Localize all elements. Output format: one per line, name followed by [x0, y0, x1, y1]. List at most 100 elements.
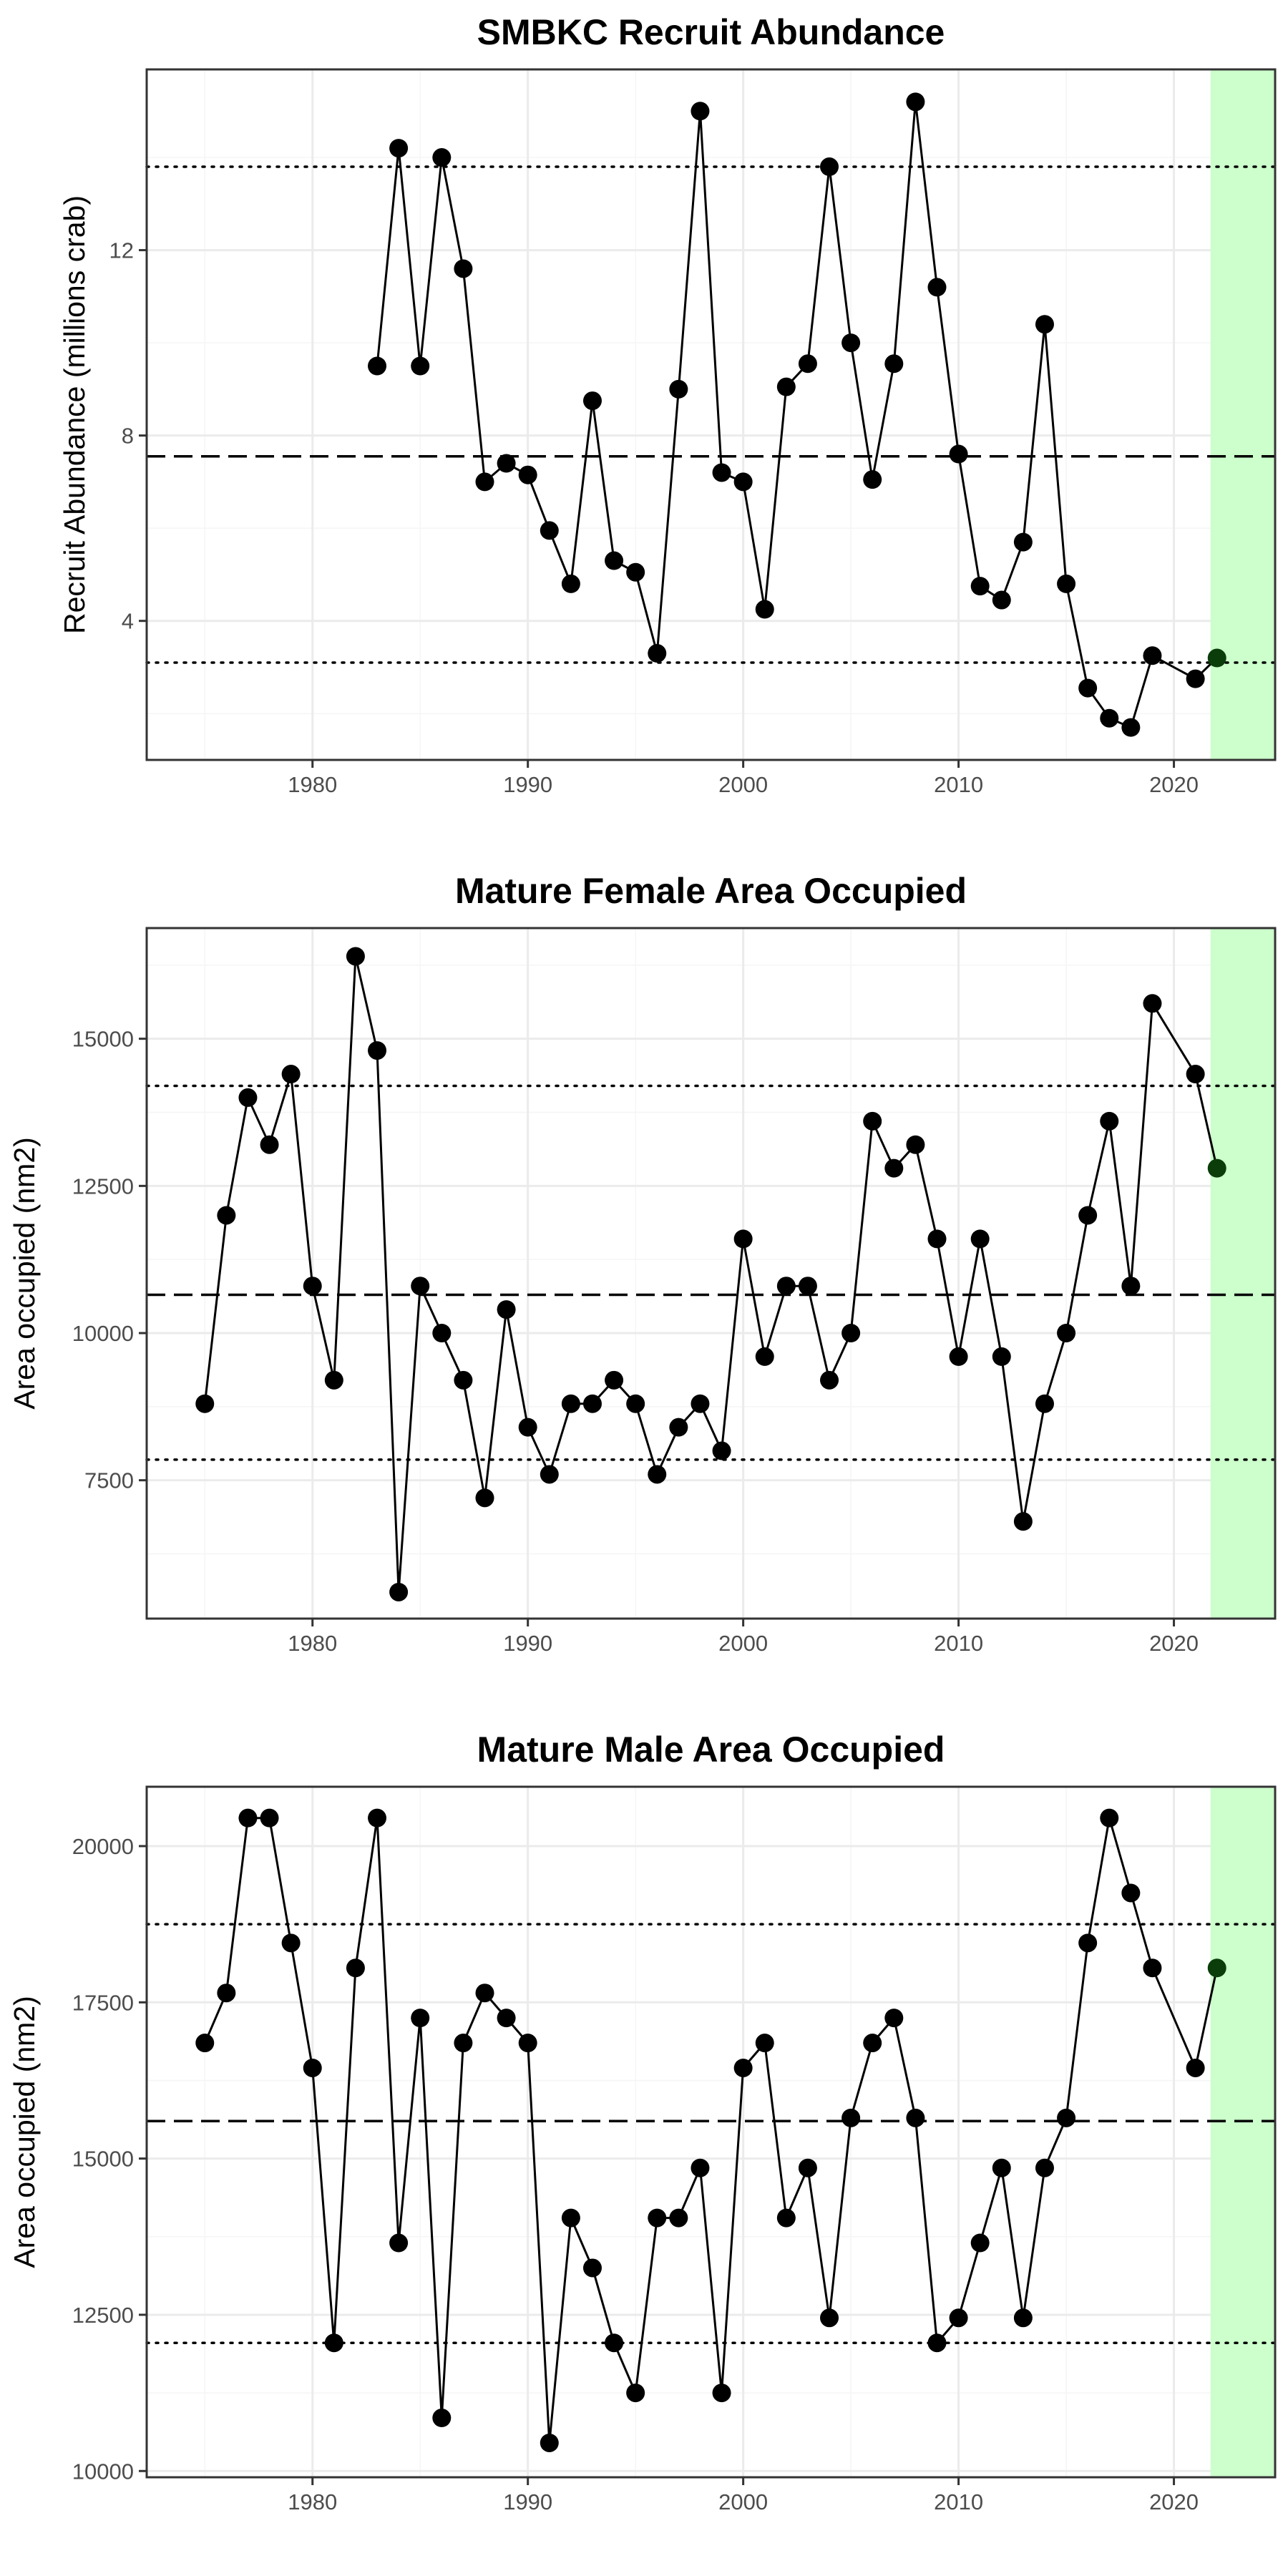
data-point — [1143, 994, 1162, 1013]
data-point — [648, 644, 667, 663]
y-tick-label: 20000 — [72, 1834, 134, 1859]
data-point — [260, 1135, 279, 1154]
data-point — [368, 1808, 387, 1828]
chart-title: Mature Female Area Occupied — [455, 871, 967, 911]
data-point — [475, 1488, 494, 1508]
highlight-band — [1210, 69, 1275, 760]
data-point-latest — [1207, 648, 1226, 668]
x-tick-label: 2020 — [1149, 1631, 1199, 1656]
x-tick-label: 2000 — [718, 2489, 768, 2514]
data-point — [368, 356, 387, 376]
data-point — [1100, 1808, 1119, 1828]
data-point — [1057, 574, 1076, 593]
data-point — [648, 1465, 667, 1484]
data-point — [1100, 1111, 1119, 1131]
y-axis-label: Area occupied (nm2) — [8, 1996, 41, 2268]
x-tick-label: 1980 — [288, 1631, 337, 1656]
major-grid — [147, 69, 1275, 760]
data-point — [1186, 2058, 1205, 2077]
data-point — [475, 472, 494, 492]
data-point — [970, 1229, 990, 1249]
data-point — [605, 2333, 624, 2353]
x-tick-label: 2020 — [1149, 772, 1199, 797]
x-tick-label: 2000 — [718, 772, 768, 797]
data-point — [906, 2108, 925, 2127]
data-point — [841, 2108, 861, 2127]
data-point — [582, 391, 602, 411]
data-point — [820, 1370, 839, 1390]
data-point — [992, 590, 1011, 610]
data-point — [389, 139, 409, 158]
major-grid — [147, 1787, 1275, 2477]
data-point — [669, 1418, 688, 1437]
y-tick-label: 15000 — [72, 2147, 134, 2172]
data-point — [949, 1347, 968, 1366]
x-tick-label: 1980 — [288, 772, 337, 797]
data-point — [798, 354, 817, 374]
data-point — [927, 278, 947, 297]
data-point — [1078, 1933, 1098, 1953]
x-tick-label: 1990 — [503, 1631, 552, 1656]
y-axis-label: Recruit Abundance (millions crab) — [58, 195, 91, 634]
data-point — [303, 1277, 322, 1296]
data-point — [582, 1394, 602, 1413]
data-point — [1121, 1277, 1141, 1296]
data-point — [582, 2258, 602, 2278]
data-point — [497, 2009, 516, 2028]
data-point — [217, 1206, 236, 1225]
axis-ticks: 1980 1990 2000 2010 2020 4 8 12 — [109, 238, 1199, 797]
series-points — [195, 947, 1226, 1601]
plot-border — [145, 1785, 1277, 2479]
data-point — [324, 1370, 343, 1390]
data-point — [733, 472, 753, 492]
data-point — [776, 1277, 796, 1296]
data-point — [195, 2034, 215, 2053]
plot-background — [147, 69, 1275, 760]
axis-ticks: 1980 1990 2000 2010 2020 10000 12500 15000 17500… — [72, 1834, 1199, 2514]
data-point — [518, 2034, 537, 2053]
data-point — [346, 1958, 365, 1978]
data-point — [1186, 1065, 1205, 1084]
data-point — [368, 1041, 387, 1060]
data-point — [411, 1277, 430, 1296]
male-area-panel: 1980 1990 2000 2010 2020 10000 12500 15000 17500… — [0, 1717, 1288, 2576]
data-point — [432, 2409, 452, 2428]
data-point — [691, 2158, 710, 2177]
data-point — [970, 577, 990, 596]
x-tick-label: 1990 — [503, 772, 552, 797]
data-point — [1035, 2158, 1054, 2177]
data-point — [884, 354, 904, 374]
plot-background — [147, 1787, 1275, 2477]
data-point — [626, 1394, 645, 1413]
data-point — [303, 2058, 322, 2077]
data-point — [884, 1158, 904, 1178]
data-point — [1013, 2308, 1033, 2328]
data-point — [281, 1933, 301, 1953]
data-point — [1078, 678, 1098, 698]
data-point — [841, 333, 861, 353]
highlight-band — [1210, 1787, 1275, 2477]
data-point — [1035, 1394, 1054, 1413]
y-tick-label: 12500 — [72, 1174, 134, 1199]
y-tick-label: 12 — [109, 238, 134, 263]
highlight-band — [1210, 928, 1275, 1619]
plot-border — [145, 927, 1277, 1620]
plot-border — [145, 68, 1277, 761]
data-point — [324, 2333, 343, 2353]
data-point — [1143, 646, 1162, 665]
y-axis-label: Area occupied (nm2) — [8, 1137, 41, 1410]
data-point — [691, 102, 710, 121]
data-point — [906, 1135, 925, 1154]
data-point — [497, 1300, 516, 1319]
data-point — [1121, 1883, 1141, 1903]
data-point — [518, 465, 537, 484]
series-points — [368, 92, 1226, 737]
data-point — [733, 2058, 753, 2077]
data-point — [561, 2208, 580, 2228]
minor-grid — [147, 69, 1275, 760]
data-point-latest — [1207, 1958, 1226, 1978]
data-point — [605, 551, 624, 570]
data-point — [389, 2233, 409, 2253]
axis-ticks: 1980 1990 2000 2010 2020 7500 10000 12500 15000 — [72, 1027, 1199, 1656]
